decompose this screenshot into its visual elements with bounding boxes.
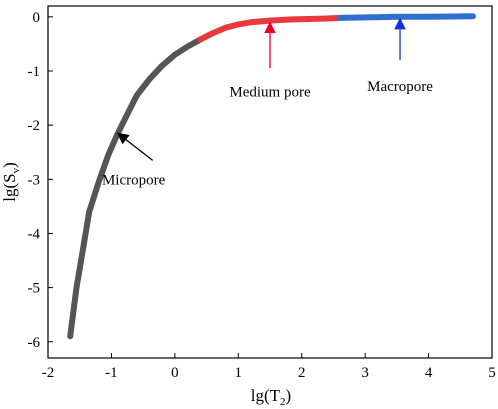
y-axis-title-tail: ) bbox=[0, 162, 19, 168]
annotation-label-medium: Medium pore bbox=[229, 85, 311, 101]
x-axis-title: lg(T2) bbox=[251, 386, 291, 408]
x-tick-label: 5 bbox=[488, 365, 496, 381]
y-axis-title-base: lg(S bbox=[0, 173, 19, 201]
x-tick-label: -2 bbox=[42, 365, 55, 381]
y-tick-label: -2 bbox=[28, 118, 41, 134]
y-axis-title-sub: v bbox=[10, 167, 22, 173]
y-axis-ticks: 0 -1 -2 -3 -4 -5 -6 bbox=[28, 10, 53, 351]
y-tick-label: -6 bbox=[28, 335, 41, 351]
x-axis-ticks: -2 -1 0 1 2 3 4 5 bbox=[42, 353, 496, 381]
x-tick-label: 3 bbox=[361, 365, 369, 381]
y-tick-label: -4 bbox=[28, 226, 41, 242]
annotation-arrow-micro bbox=[116, 132, 154, 161]
x-axis-title-sub: 2 bbox=[280, 396, 286, 408]
series-line-micropore bbox=[67, 36, 204, 340]
annotation-label-macro: Macropore bbox=[367, 79, 433, 95]
x-tick-label: 4 bbox=[425, 365, 433, 381]
y-tick-label: 0 bbox=[33, 10, 41, 26]
y-tick-label: -5 bbox=[28, 281, 41, 297]
series-layer bbox=[67, 13, 476, 340]
plot-frame bbox=[47, 5, 493, 359]
x-tick-label: 0 bbox=[171, 365, 179, 381]
x-axis-title-base: lg(T bbox=[251, 386, 281, 405]
x-tick-label: -1 bbox=[105, 365, 118, 381]
y-tick-label: -3 bbox=[28, 172, 41, 188]
y-axis-title: lg(Sv) bbox=[0, 162, 22, 202]
series-line-macropore bbox=[336, 13, 476, 21]
annotation-layer: Micropore Medium pore Macropore bbox=[102, 17, 433, 188]
y-tick-label: -1 bbox=[28, 64, 41, 80]
x-tick-label: 2 bbox=[298, 365, 306, 381]
annotation-label-micro: Micropore bbox=[102, 172, 166, 188]
x-tick-label: 1 bbox=[235, 365, 243, 381]
x-axis-title-tail: ) bbox=[286, 386, 292, 405]
series-line-medium-pore bbox=[197, 14, 343, 43]
